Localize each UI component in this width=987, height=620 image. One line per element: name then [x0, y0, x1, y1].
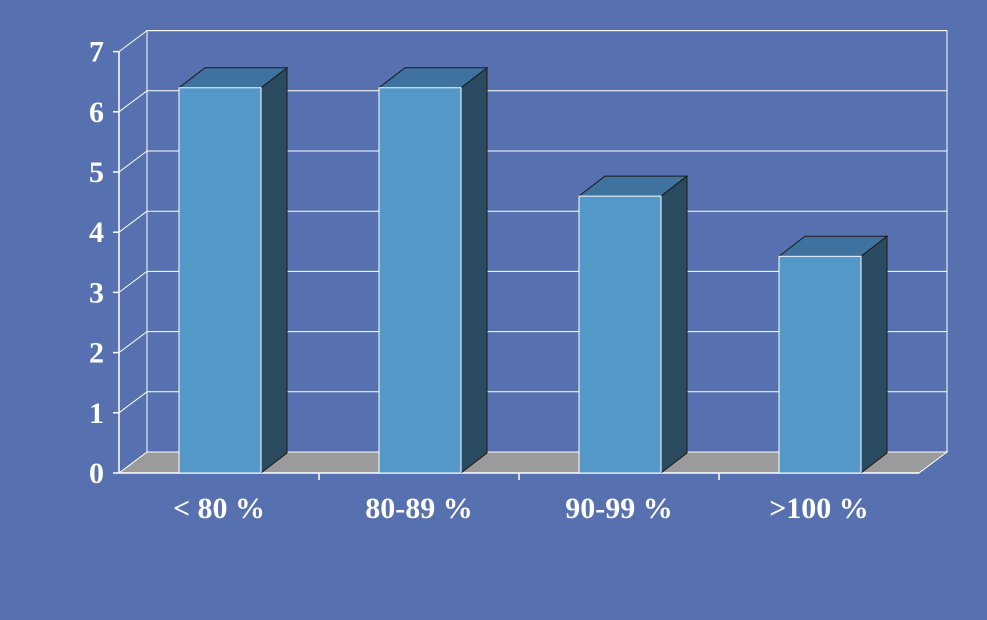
y-axis-tick-labels: 0 1 2 3 4 5 6 7: [89, 36, 104, 490]
y-tick-label: 5: [89, 156, 104, 189]
bar-front-face: [778, 255, 862, 474]
x-category-label: < 80 %: [173, 492, 265, 525]
bar: [377, 66, 489, 475]
bar-side-face: [860, 235, 888, 475]
y-tick-label: 7: [89, 36, 104, 69]
bar-front-face: [578, 195, 662, 474]
y-tick-label: 2: [89, 337, 104, 370]
y-tick-label: 6: [89, 96, 104, 129]
gridline-side: [118, 331, 148, 354]
x-axis-category-labels: < 80 % 80-89 % 90-99 % >100 %: [173, 492, 869, 525]
bar-side-face: [260, 66, 288, 475]
bar: [777, 235, 889, 475]
y-tick-label: 0: [89, 457, 104, 490]
bar: [577, 175, 689, 475]
bar-front-face: [178, 87, 262, 474]
gridline-side: [118, 90, 148, 113]
bar: [177, 66, 289, 475]
gridline-side: [118, 391, 148, 414]
x-category-label: 80-89 %: [365, 492, 473, 525]
gridline-side: [118, 150, 148, 173]
bar-front-face: [378, 87, 462, 474]
gridline-side: [118, 270, 148, 293]
y-tick-label: 4: [89, 216, 104, 249]
y-tick-label: 3: [89, 276, 104, 309]
x-category-label: 90-99 %: [565, 492, 673, 525]
bar-side-face: [660, 175, 688, 475]
x-category-label: >100 %: [769, 492, 869, 525]
chart-bars: [177, 66, 889, 475]
gridline-side: [118, 210, 148, 233]
gridline-side: [118, 30, 148, 52]
y-tick-label: 1: [89, 397, 104, 430]
bar-side-face: [460, 66, 488, 475]
